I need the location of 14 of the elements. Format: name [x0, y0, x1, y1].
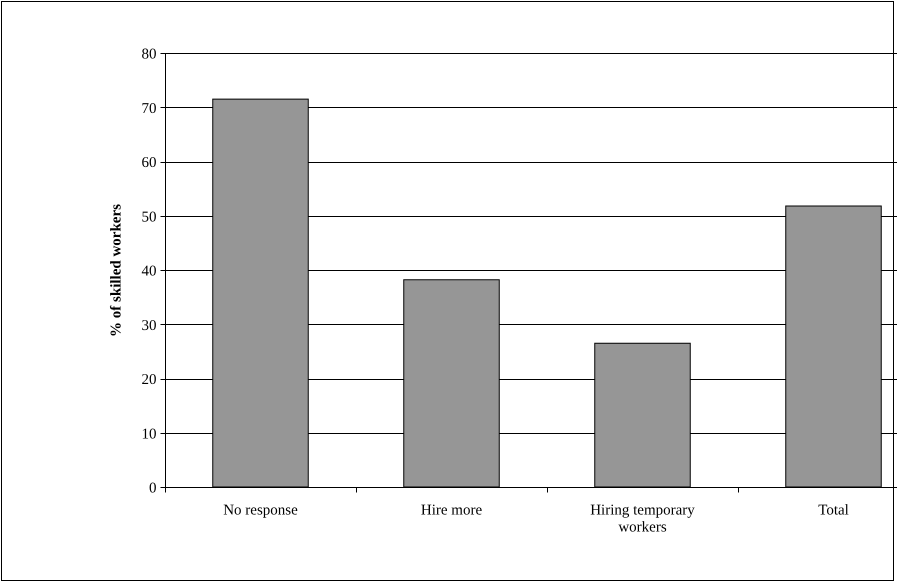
y-axis-title: % of skilled workers — [108, 204, 124, 337]
x-tick-label: No response — [223, 502, 298, 518]
y-tick-label: 20 — [142, 372, 156, 388]
y-tick-label: 0 — [149, 480, 156, 496]
y-tick-label: 80 — [142, 46, 156, 62]
y-tick-label: 30 — [142, 318, 156, 334]
y-tick-label: 60 — [142, 155, 156, 171]
x-tick-label: Hire more — [420, 502, 482, 518]
y-tick-label: 10 — [142, 426, 156, 442]
y-tick-label: 70 — [142, 100, 156, 117]
y-tick-label: 40 — [142, 264, 156, 280]
y-tick-label: 50 — [142, 209, 156, 226]
x-tick-label: Total — [818, 502, 849, 518]
x-tick-label: Hiring temporary workers — [590, 502, 696, 536]
